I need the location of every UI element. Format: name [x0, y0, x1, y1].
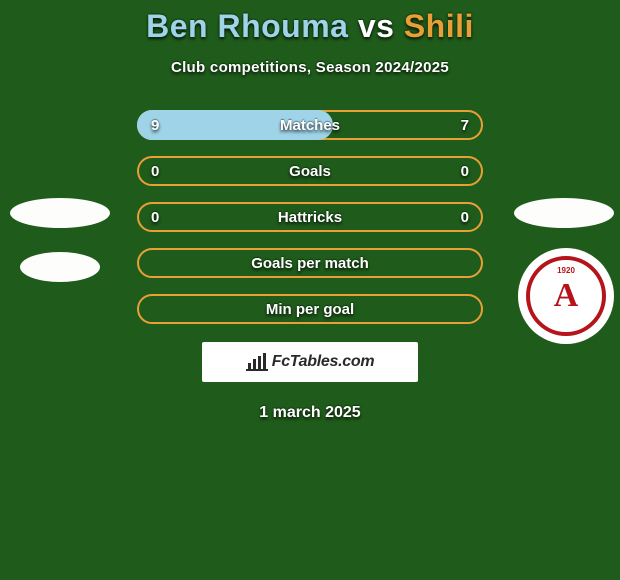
bar-row: Min per goal — [137, 294, 483, 324]
club-year: 1920 — [557, 266, 575, 275]
bar-row: Goals per match — [137, 248, 483, 278]
bar-label: Min per goal — [266, 301, 354, 318]
avatar-player1-placeholder — [10, 198, 110, 228]
logo: FcTables.com — [202, 342, 418, 382]
title-vs: vs — [358, 8, 395, 44]
bar-value-left: 9 — [151, 117, 159, 134]
logo-text: FcTables.com — [272, 353, 375, 371]
bar-value-left: 0 — [151, 209, 159, 226]
subtitle: Club competitions, Season 2024/2025 — [0, 59, 620, 76]
bar-value-left: 0 — [151, 163, 159, 180]
title-player1: Ben Rhouma — [146, 8, 348, 44]
club-glyph: A — [554, 279, 579, 313]
bar-row: 0 0 Hattricks — [137, 202, 483, 232]
bar-value-right: 7 — [461, 117, 469, 134]
club-badge: 1920 A — [518, 248, 614, 344]
club-badge-inner: 1920 A — [526, 256, 606, 336]
bar-label: Hattricks — [278, 209, 342, 226]
date: 1 march 2025 — [0, 404, 620, 422]
bar-label: Goals per match — [251, 255, 369, 272]
bar-value-right: 0 — [461, 163, 469, 180]
bar-value-right: 0 — [461, 209, 469, 226]
content: Ben Rhouma vs Shili Club competitions, S… — [0, 0, 620, 580]
comparison-bars: 9 7 Matches 0 0 Goals 0 0 Hattricks Goals per mat… — [137, 110, 483, 324]
barchart-icon — [246, 353, 268, 371]
avatar-player1-placeholder-2 — [20, 252, 100, 282]
bar-row: 9 7 Matches — [137, 110, 483, 140]
avatar-player2-placeholder — [514, 198, 614, 228]
page-title: Ben Rhouma vs Shili — [0, 8, 620, 45]
title-player2: Shili — [404, 8, 474, 44]
bar-row: 0 0 Goals — [137, 156, 483, 186]
bar-label: Matches — [280, 117, 340, 134]
bar-label: Goals — [289, 163, 331, 180]
